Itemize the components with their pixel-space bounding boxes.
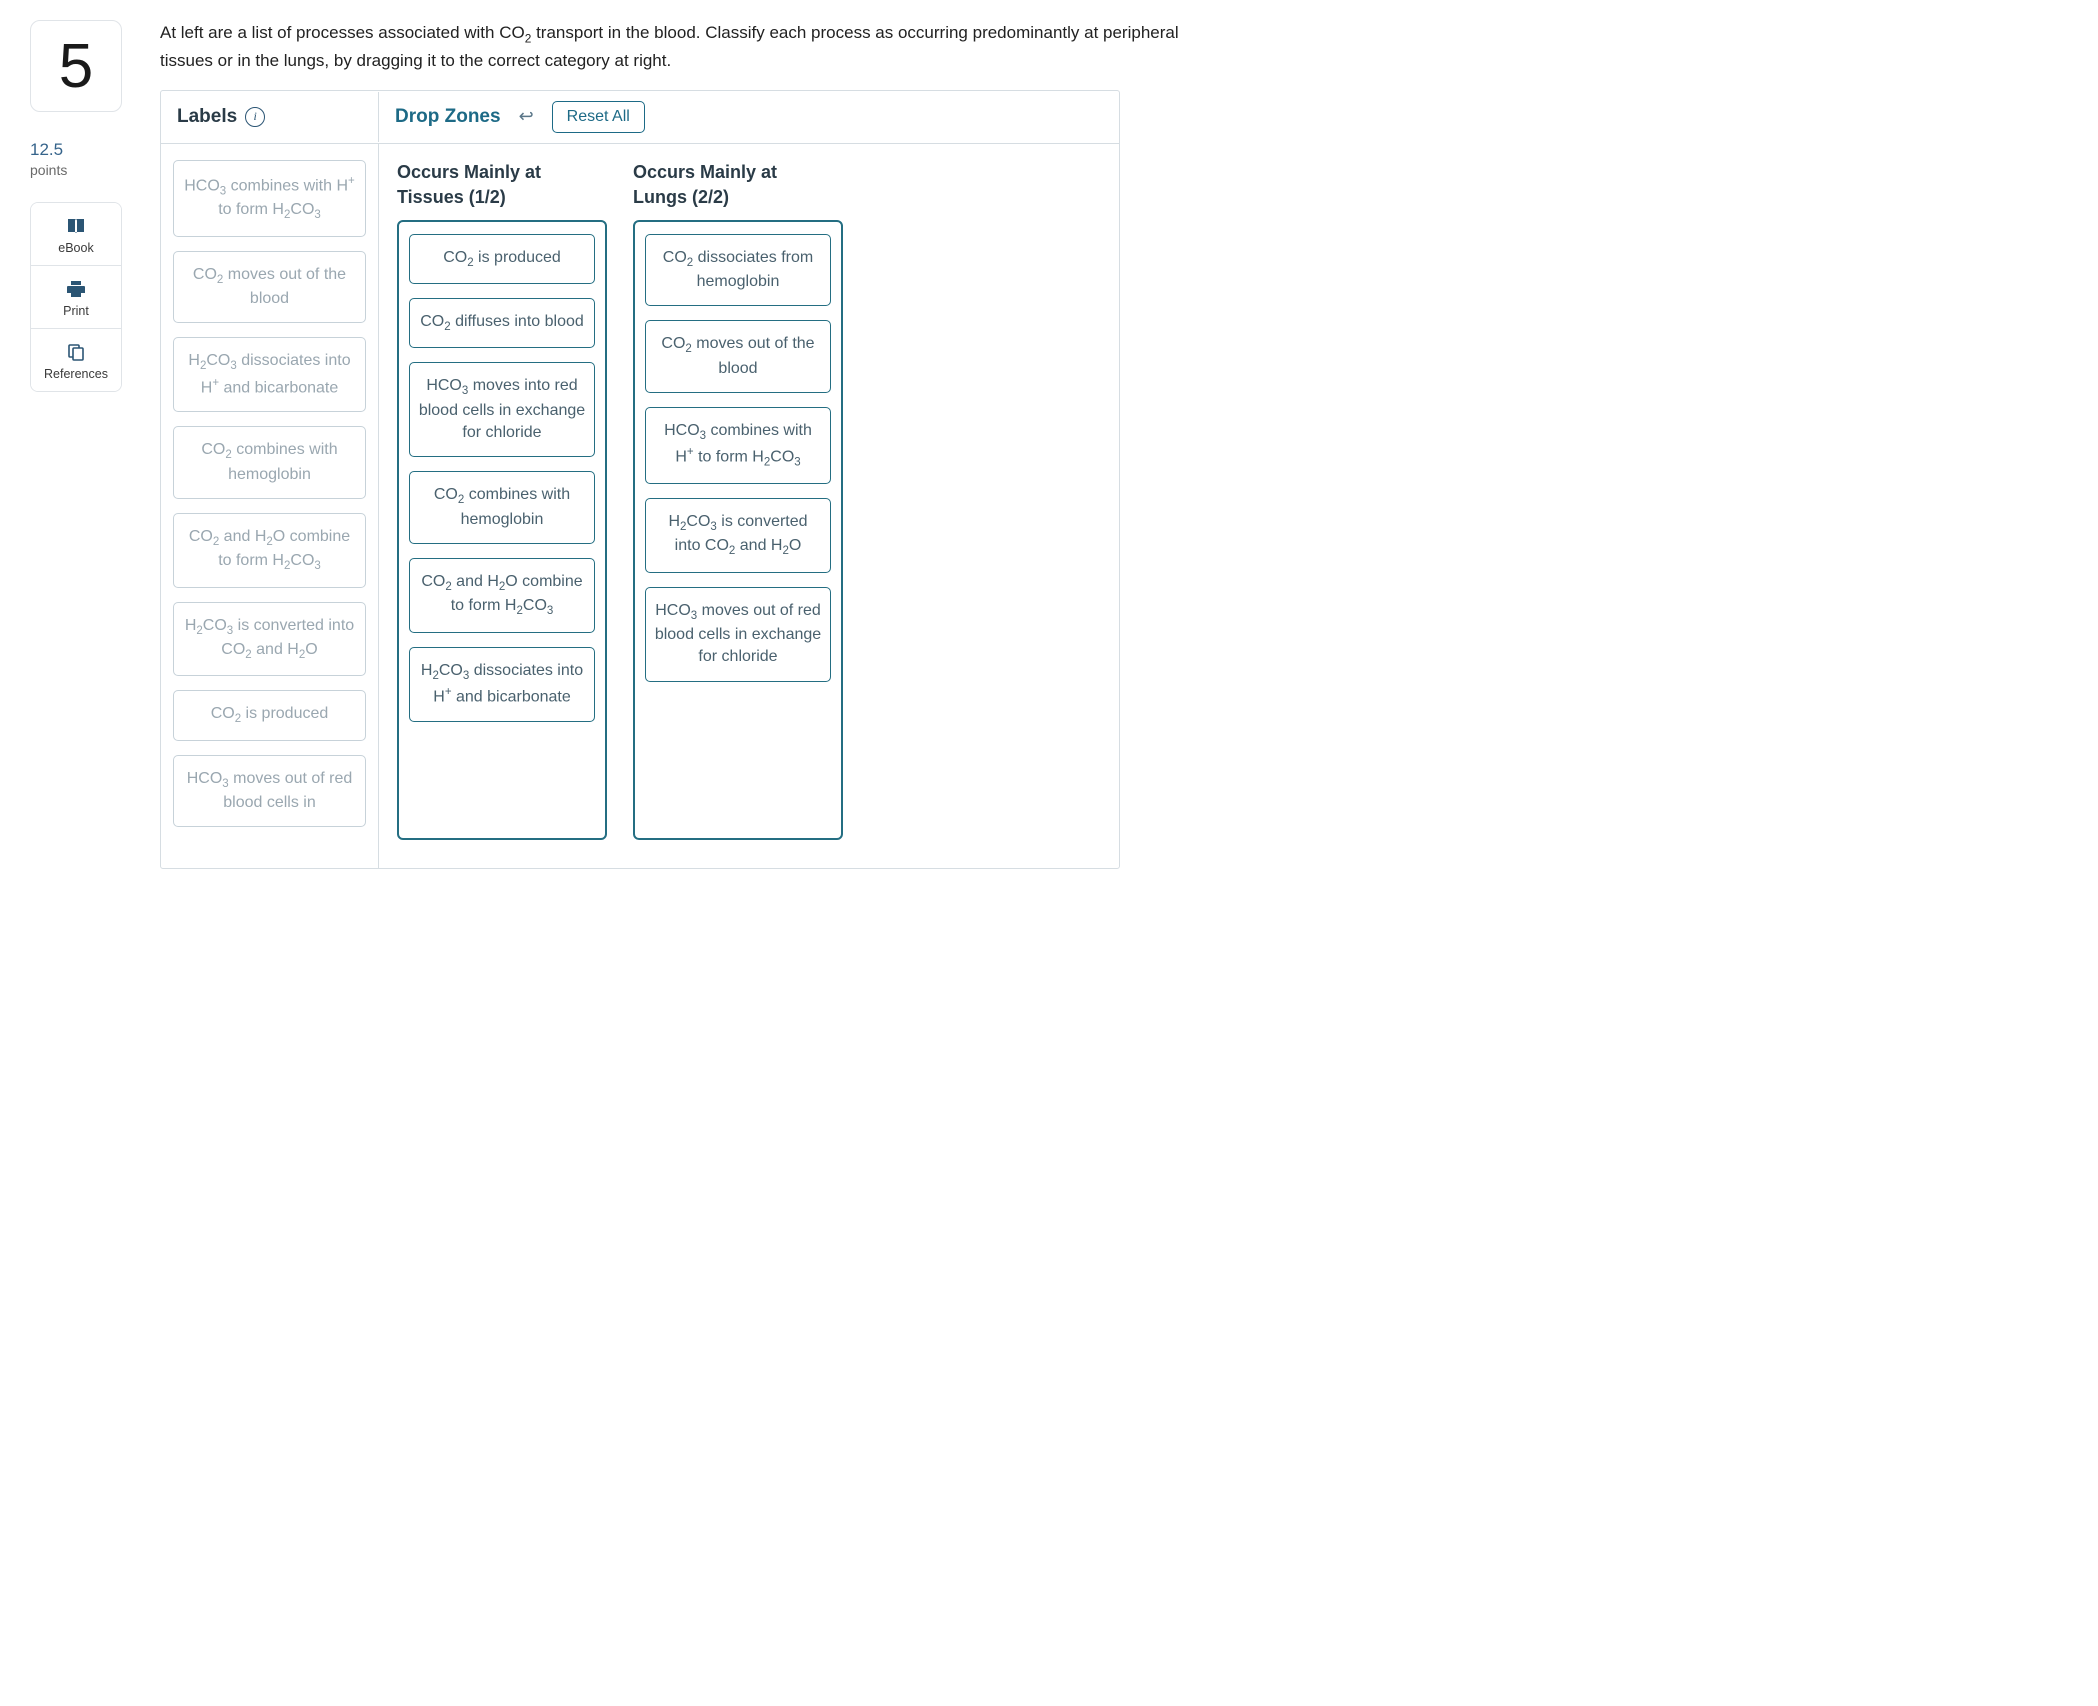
dropped-card[interactable]: HCO3 moves out of red blood cells in exc…	[645, 587, 831, 682]
info-icon[interactable]: i	[245, 107, 265, 127]
question-text-chem: CO2	[499, 23, 531, 42]
label-card[interactable]: CO2 and H2O combine to form H2CO3	[173, 513, 366, 588]
book-icon	[35, 215, 117, 237]
ebook-button[interactable]: eBook	[31, 203, 121, 266]
references-button[interactable]: References	[31, 329, 121, 391]
dropped-card[interactable]: H2CO3 is converted into CO2 and H2O	[645, 498, 831, 573]
references-label: References	[35, 367, 117, 381]
activity-panel: Labels i Drop Zones ↩ Reset All HCO3 com…	[160, 90, 1120, 869]
label-card[interactable]: H2CO3 dissociates into H+ and bicarbonat…	[173, 337, 366, 412]
dropped-card[interactable]: CO2 diffuses into blood	[409, 298, 595, 348]
back-arrow-icon[interactable]: ↩	[519, 106, 534, 127]
label-card[interactable]: CO2 combines with hemoglobin	[173, 426, 366, 499]
labels-column: HCO3 combines with H+ to form H2CO3 CO2 …	[161, 144, 379, 868]
dropped-card[interactable]: CO2 moves out of the blood	[645, 320, 831, 393]
points-label: points	[30, 162, 140, 178]
tool-stack: eBook Print References	[30, 202, 122, 392]
label-card[interactable]: HCO3 combines with H+ to form H2CO3	[173, 160, 366, 237]
panel-header: Labels i Drop Zones ↩ Reset All	[161, 91, 1119, 144]
reset-all-button[interactable]: Reset All	[552, 101, 645, 133]
dropped-card[interactable]: CO2 and H2O combine to form H2CO3	[409, 558, 595, 633]
zone-tissues: Occurs Mainly at Tissues (1/2) CO2 is pr…	[397, 162, 607, 840]
question-text: At left are a list of processes associat…	[160, 20, 1180, 74]
print-button[interactable]: Print	[31, 266, 121, 329]
zone-lungs: Occurs Mainly at Lungs (2/2) CO2 dissoci…	[633, 162, 843, 840]
points-value: 12.5	[30, 140, 140, 160]
label-card[interactable]: CO2 moves out of the blood	[173, 251, 366, 324]
dropped-card[interactable]: HCO3 moves into red blood cells in excha…	[409, 362, 595, 457]
label-card[interactable]: H2CO3 is converted into CO2 and H2O	[173, 602, 366, 677]
question-number: 5	[30, 20, 122, 112]
label-card[interactable]: HCO3 moves out of red blood cells in	[173, 755, 366, 828]
dropped-card[interactable]: HCO3 combines with H+ to form H2CO3	[645, 407, 831, 484]
dropped-card[interactable]: CO2 is produced	[409, 234, 595, 284]
zone-tissues-title: Occurs Mainly at	[397, 162, 607, 183]
print-label: Print	[35, 304, 117, 318]
zone-lungs-box[interactable]: CO2 dissociates from hemoglobin CO2 move…	[633, 220, 843, 840]
zone-lungs-title: Occurs Mainly at	[633, 162, 843, 183]
zone-tissues-subtitle: Tissues (1/2)	[397, 187, 607, 208]
dropped-card[interactable]: CO2 combines with hemoglobin	[409, 471, 595, 544]
zone-lungs-subtitle: Lungs (2/2)	[633, 187, 843, 208]
ebook-label: eBook	[35, 241, 117, 255]
zone-tissues-box[interactable]: CO2 is produced CO2 diffuses into blood …	[397, 220, 607, 840]
dropped-card[interactable]: CO2 dissociates from hemoglobin	[645, 234, 831, 307]
copy-icon	[35, 341, 117, 363]
print-icon	[35, 278, 117, 300]
dropped-card[interactable]: H2CO3 dissociates into H+ and bicarbonat…	[409, 647, 595, 722]
label-card[interactable]: CO2 is produced	[173, 690, 366, 740]
question-text-before: At left are a list of processes associat…	[160, 23, 499, 42]
dropzones-header: Drop Zones	[395, 106, 501, 128]
labels-header: Labels	[177, 106, 237, 128]
